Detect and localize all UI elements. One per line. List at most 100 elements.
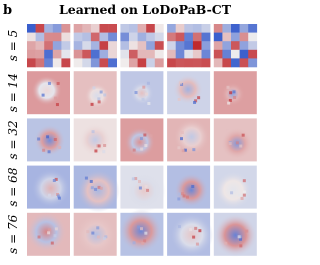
pixel bbox=[184, 41, 194, 51]
pixel bbox=[231, 32, 240, 42]
speckle bbox=[177, 197, 181, 201]
pixel bbox=[146, 24, 156, 33]
kernel-image bbox=[27, 71, 70, 115]
pixel bbox=[231, 24, 240, 33]
pixel bbox=[35, 32, 45, 42]
pixel bbox=[44, 41, 54, 51]
speckle bbox=[183, 148, 187, 152]
speckle bbox=[228, 98, 232, 102]
pixel bbox=[27, 32, 36, 42]
speckle bbox=[97, 185, 101, 189]
pixel bbox=[73, 24, 83, 33]
kernel-image bbox=[167, 212, 214, 257]
kernel-blob bbox=[119, 209, 163, 253]
speckle bbox=[237, 235, 241, 239]
speckle bbox=[52, 179, 56, 183]
speckle bbox=[189, 228, 193, 232]
pixel bbox=[222, 49, 232, 59]
speckle bbox=[96, 226, 100, 230]
kernel-blob bbox=[74, 213, 118, 257]
speckle bbox=[56, 194, 60, 198]
kernel-blob bbox=[124, 127, 156, 158]
speckle bbox=[47, 231, 51, 235]
pixel bbox=[44, 32, 54, 42]
pixel bbox=[120, 41, 130, 51]
speckle bbox=[229, 91, 233, 95]
speckle bbox=[146, 81, 150, 85]
pixel bbox=[99, 49, 109, 59]
pixel bbox=[99, 58, 109, 68]
kernel-blob bbox=[34, 124, 66, 156]
speckle bbox=[57, 196, 61, 200]
kernel-image bbox=[119, 209, 164, 256]
speckle bbox=[58, 146, 62, 150]
speckle bbox=[226, 129, 230, 133]
speckle bbox=[146, 188, 150, 192]
speckle bbox=[192, 235, 196, 239]
pixel bbox=[108, 32, 117, 42]
speckle bbox=[239, 244, 243, 248]
speckle bbox=[84, 176, 88, 180]
speckle bbox=[242, 193, 246, 197]
speckle bbox=[242, 179, 246, 183]
pixel bbox=[35, 24, 45, 33]
speckle bbox=[102, 236, 106, 240]
kernel-blob bbox=[214, 171, 253, 209]
speckle bbox=[138, 186, 142, 190]
kernel-blob bbox=[31, 75, 62, 106]
pixel bbox=[120, 58, 130, 68]
pixel bbox=[201, 32, 211, 42]
pixel bbox=[61, 24, 71, 33]
pixel bbox=[108, 24, 117, 33]
kernel-image bbox=[167, 118, 211, 162]
pixel bbox=[61, 41, 71, 51]
speckle bbox=[144, 92, 148, 96]
pixel bbox=[146, 49, 156, 59]
pixel bbox=[146, 32, 156, 42]
pixel bbox=[222, 24, 232, 33]
pixel bbox=[231, 41, 240, 51]
pixel bbox=[167, 49, 176, 59]
speckle bbox=[90, 186, 94, 190]
speckle bbox=[178, 81, 182, 85]
pixel bbox=[192, 24, 202, 33]
speckle bbox=[86, 230, 90, 234]
pixel bbox=[52, 24, 62, 33]
speckle bbox=[132, 148, 136, 152]
speckle bbox=[227, 101, 231, 105]
pixel bbox=[73, 32, 83, 42]
pixel bbox=[35, 49, 45, 59]
speckle bbox=[239, 237, 243, 241]
speckle bbox=[47, 81, 51, 85]
speckle bbox=[140, 227, 144, 231]
speckle bbox=[102, 150, 106, 154]
kernel-image bbox=[73, 165, 120, 213]
speckle bbox=[57, 84, 61, 88]
kernel-image bbox=[73, 118, 117, 162]
speckle bbox=[245, 229, 249, 233]
pixel bbox=[99, 32, 109, 42]
pixel bbox=[137, 32, 147, 42]
speckle bbox=[50, 241, 54, 245]
speckle bbox=[179, 137, 183, 141]
speckle bbox=[180, 192, 184, 196]
pixel bbox=[108, 41, 117, 51]
pixel bbox=[184, 49, 194, 59]
pixel bbox=[146, 41, 156, 51]
pixel bbox=[108, 49, 117, 59]
speckle bbox=[54, 177, 58, 181]
kernel-image bbox=[27, 24, 71, 68]
speckle bbox=[224, 241, 228, 245]
pixel bbox=[201, 58, 211, 68]
speckle bbox=[181, 149, 185, 153]
speckle bbox=[144, 144, 148, 148]
speckle bbox=[99, 90, 103, 94]
pixel bbox=[52, 41, 62, 51]
speckle bbox=[37, 137, 41, 141]
pixel bbox=[44, 49, 54, 59]
speckle bbox=[94, 187, 98, 191]
pixel bbox=[175, 24, 185, 33]
kernel-image bbox=[120, 24, 164, 68]
speckle bbox=[132, 241, 136, 245]
speckle bbox=[97, 144, 101, 148]
